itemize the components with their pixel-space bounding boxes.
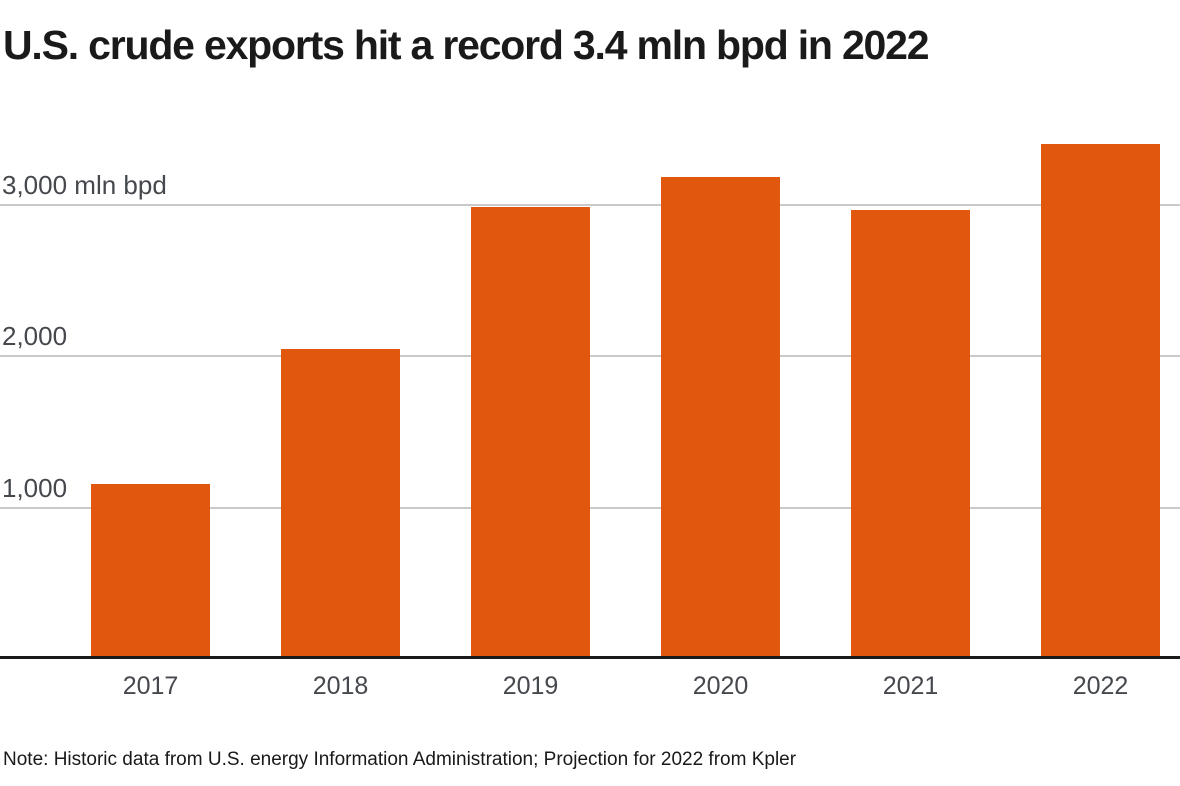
x-tick-label: 2019: [502, 672, 559, 700]
chart-title: U.S. crude exports hit a record 3.4 mln …: [3, 22, 930, 68]
gridline-2000: [0, 355, 1180, 357]
y-tick-label: 3,000 mln bpd: [2, 169, 167, 200]
bar-2021: [851, 210, 970, 659]
y-tick-label: 2,000: [2, 321, 68, 351]
bar-2017: [91, 483, 210, 659]
y-tick-label: 1,000: [2, 472, 68, 503]
source-note: Note: Historic data from U.S. energy Inf…: [3, 749, 797, 770]
gridline-1000: [0, 506, 1180, 509]
bar-2022: [1041, 143, 1160, 659]
x-axis-line: [0, 656, 1180, 659]
x-tick-label: 2018: [312, 672, 369, 700]
x-tick-label: 2021: [882, 672, 939, 700]
x-tick-label: 2020: [692, 672, 749, 700]
x-tick-label: 2022: [1072, 672, 1129, 700]
gridline-3000: [0, 203, 1180, 206]
bar-2020: [661, 177, 780, 659]
bar-2019: [471, 207, 590, 659]
x-tick-label: 2017: [122, 672, 179, 700]
bar-2018: [281, 348, 400, 659]
